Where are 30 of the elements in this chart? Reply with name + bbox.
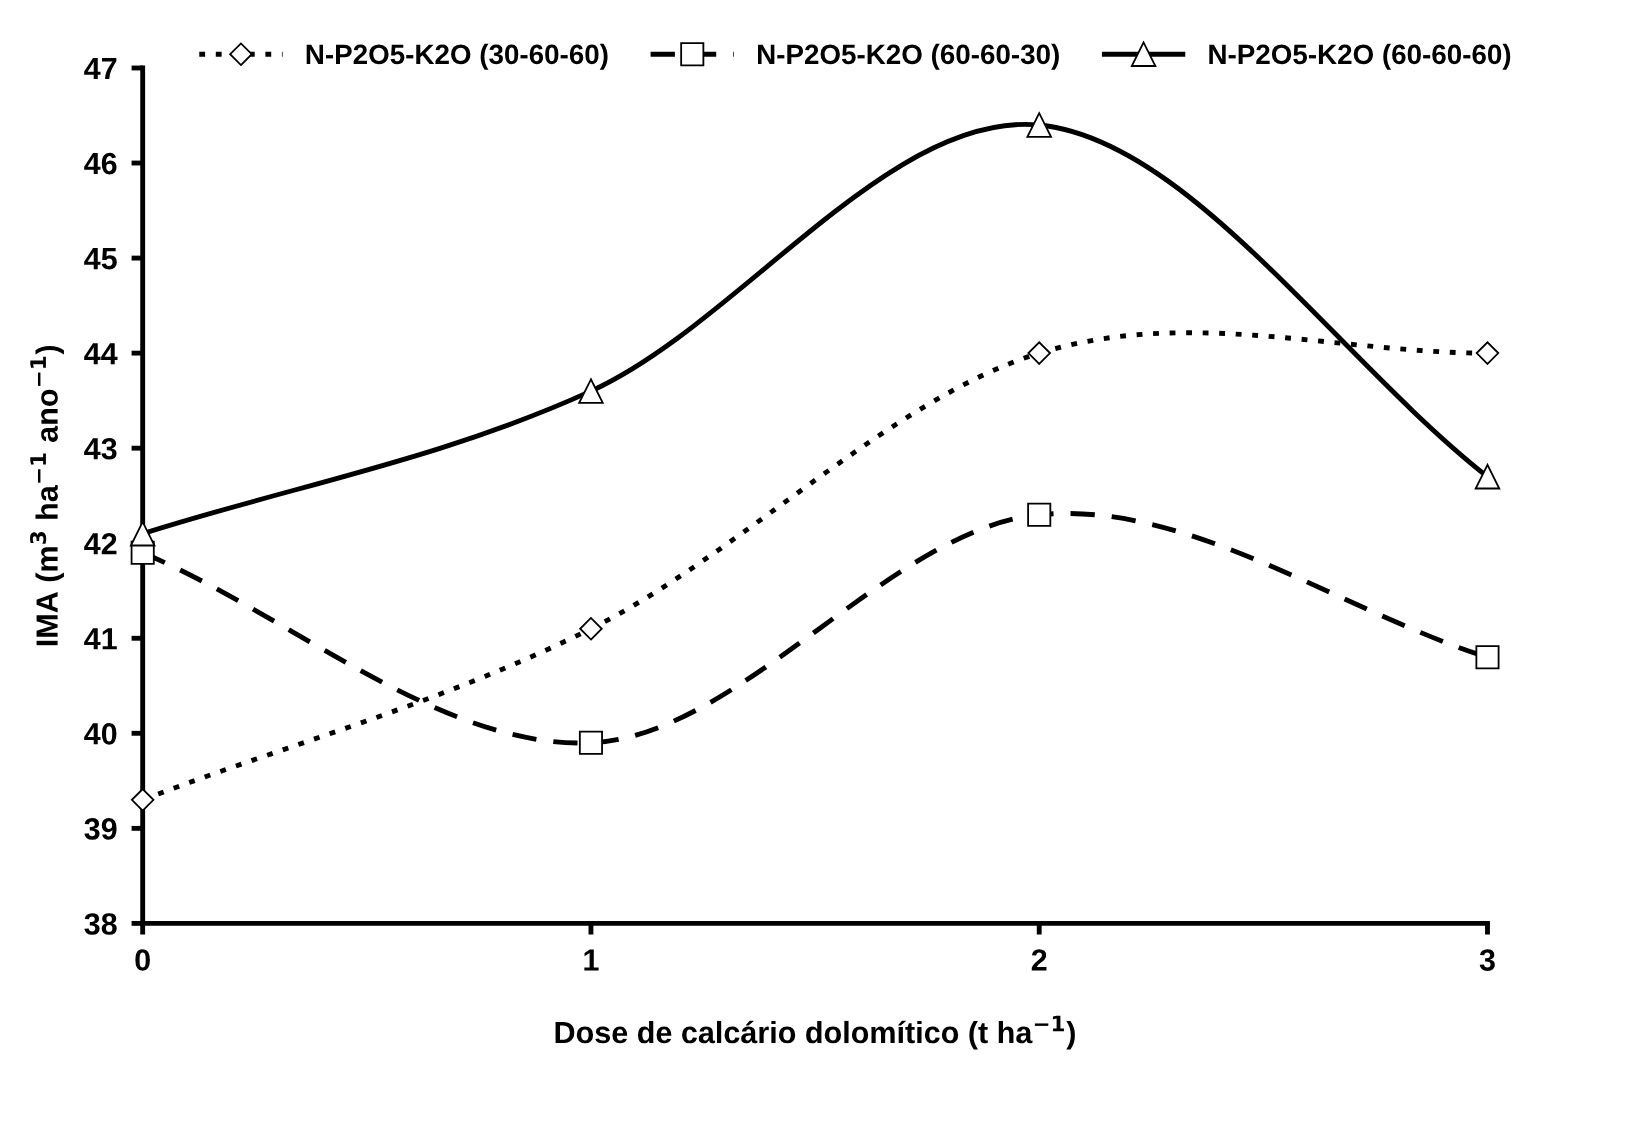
x-tick-label: 2: [1031, 949, 1047, 971]
point: [1027, 502, 1052, 527]
legend-label: N-P2O5-K2O (60-60-60): [1209, 43, 1511, 70]
y-tick-label: 41: [84, 628, 117, 650]
legend-label: N-P2O5-K2O (30-60-60): [306, 43, 608, 70]
y-tick-label: 46: [84, 152, 117, 175]
point: [1026, 112, 1052, 138]
y-tick-label: 40: [84, 723, 117, 745]
y-tick-label: 47: [84, 58, 117, 80]
y-axis-title: IMA (m$^{3}$ ha$^{−1}$ ano$^{−1}$): [30, 345, 64, 646]
point: [1475, 645, 1500, 670]
x-axis-title: Dose de calcário dolomítico (t ha$^{−1}$): [555, 1015, 1075, 1050]
point: [579, 617, 603, 641]
y-tick-label: 45: [84, 248, 117, 270]
point: [578, 378, 604, 404]
point: [578, 730, 603, 755]
x-tick-label: 1: [584, 949, 599, 971]
y-tick-label: 43: [84, 437, 117, 460]
point: [130, 788, 155, 812]
x-tick-label: 3: [1479, 949, 1495, 971]
point: [1027, 341, 1051, 365]
point: [129, 520, 156, 547]
x-tick-label: 0: [135, 949, 150, 971]
point: [1474, 463, 1501, 490]
y-tick-label: 44: [84, 343, 118, 365]
legend-label: N-P2O5-K2O (60-60-30): [758, 43, 1059, 70]
y-tick-label: 38: [84, 913, 117, 935]
y-tick-label: 39: [84, 818, 117, 840]
y-tick-label: 42: [84, 532, 117, 555]
point: [1475, 341, 1500, 365]
